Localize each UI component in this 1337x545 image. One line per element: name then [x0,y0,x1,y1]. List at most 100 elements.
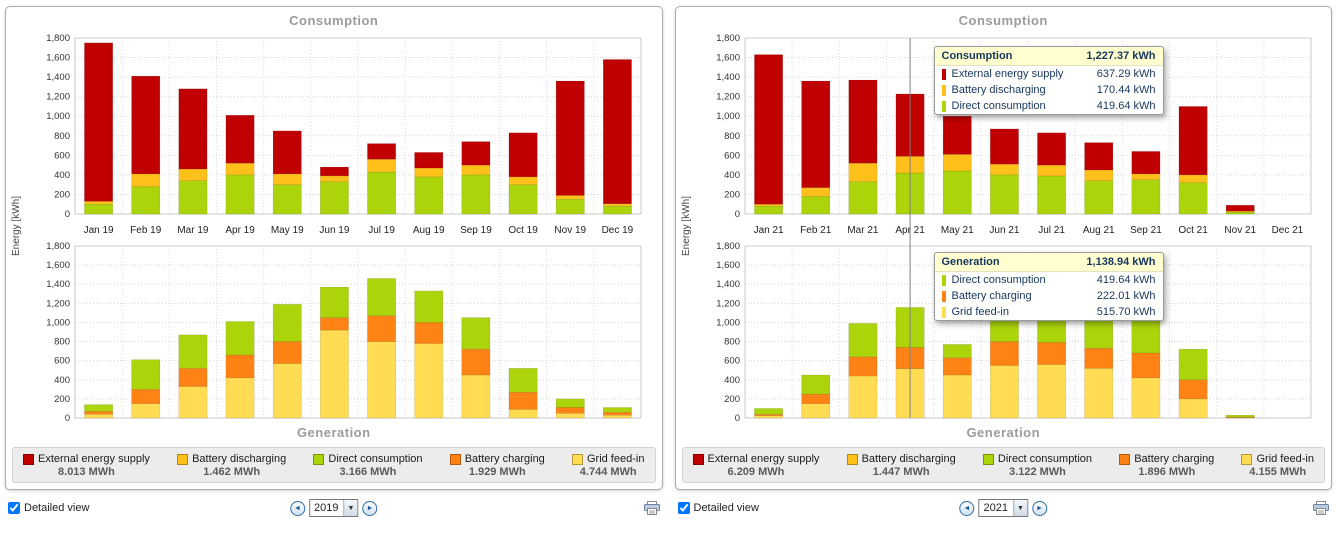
detailed-view-toggle[interactable]: Detailed view [8,502,89,514]
next-arrow-icon: ► [1036,504,1043,512]
svg-text:200: 200 [724,189,740,200]
tooltip-row-value: 419.64 kWh [1096,100,1156,112]
prev-year-button[interactable]: ◄ [959,500,975,516]
detailed-view-label: Detailed view [24,502,90,514]
svg-text:1,000: 1,000 [46,317,70,328]
legend-value: 1.929 MWh [468,466,526,478]
consumption-title: Consumption [289,13,379,28]
year-select[interactable]: 2021 ▼ [978,499,1028,517]
legend-item: External energy supply 6.209 MWh [692,453,819,478]
generation-title: Generation [966,425,1041,440]
legend-color-swatch [177,453,189,465]
svg-text:200: 200 [54,189,70,200]
svg-text:1,000: 1,000 [46,111,70,122]
tooltip-color-bar [941,84,946,96]
legend-label: Battery discharging [192,453,287,465]
next-arrow-icon: ► [366,504,374,512]
svg-text:600: 600 [724,150,740,161]
detailed-view-checkbox[interactable] [8,502,20,514]
tooltip-row-label: Battery charging [951,290,1032,302]
dropdown-arrow-icon: ▼ [1012,500,1027,516]
svg-text:Feb 21: Feb 21 [800,225,832,236]
bottom-bar-2021: Detailed view ◄ 2021 ▼ ► [675,495,1333,521]
legend-color-swatch [692,453,704,465]
svg-text:Dec 21: Dec 21 [1271,225,1303,236]
y-axis-label: Energy [kWh] [11,195,22,257]
svg-text:0: 0 [734,413,739,422]
svg-text:1,400: 1,400 [46,279,70,290]
panel-2019: Consumption Energy [kWh] 0 200 400 600 800 1,… [5,6,663,521]
consumption-generation-charts[interactable]: 0 200 400 600 800 1,000 1,200 1,400 1,600 1,800 0 2… [25,30,655,422]
legend-value: 1.447 MWh [872,466,930,478]
svg-text:Jan 21: Jan 21 [753,225,783,236]
tooltip-color-bar [941,274,946,286]
y-axis-label: Energy [kWh] [680,195,692,257]
svg-text:May 19: May 19 [271,225,304,236]
svg-text:Apr 19: Apr 19 [225,225,255,236]
legend-label: Grid feed-in [1256,453,1314,465]
svg-text:400: 400 [724,170,740,181]
detailed-view-checkbox[interactable] [677,502,690,514]
legend-item: Direct consumption 3.166 MWh [313,453,423,478]
legend-value: 8.013 MWh [58,466,115,478]
svg-text:Jul 21: Jul 21 [1038,225,1065,236]
legend-value: 3.122 MWh [1009,466,1066,478]
legend-item: Battery charging 1.929 MWh [449,453,545,478]
legend-value: 1.896 MWh [1138,466,1196,478]
prev-year-button[interactable]: ◄ [290,500,306,516]
legend-item: Battery discharging 1.447 MWh [846,453,956,478]
legend-color-swatch [1119,453,1131,465]
svg-text:1,800: 1,800 [46,33,70,44]
svg-text:Oct 19: Oct 19 [508,225,538,236]
svg-text:Sep 21: Sep 21 [1130,225,1162,236]
svg-text:400: 400 [54,375,70,386]
next-year-button[interactable]: ► [362,500,378,516]
consumption-title: Consumption [958,13,1048,28]
svg-text:400: 400 [54,170,70,181]
svg-text:1,800: 1,800 [716,33,740,44]
tooltip-row: External energy supply 637.29 kWh [935,66,1163,82]
generation-title: Generation [296,425,371,440]
detailed-view-toggle[interactable]: Detailed view [677,502,759,514]
svg-text:May 21: May 21 [940,225,973,236]
print-button[interactable] [1313,501,1329,515]
svg-text:1,600: 1,600 [716,260,740,271]
svg-text:Nov 21: Nov 21 [1224,225,1256,236]
legend-color-swatch [1241,453,1253,465]
legend-item: Battery discharging 1.462 MWh [177,453,286,478]
legend-label: Battery charging [464,453,545,465]
tooltip-row-label: Direct consumption [951,100,1046,112]
svg-text:600: 600 [54,356,70,367]
svg-text:Jan 19: Jan 19 [84,225,114,236]
svg-text:1,800: 1,800 [716,241,740,252]
chart-widget-2021: Consumption Energy [kWh] 0 200 400 600 800 1,… [674,6,1332,490]
svg-text:1,600: 1,600 [46,260,70,271]
tooltip-row-value: 170.44 kWh [1096,84,1156,96]
legend-item: External energy supply 8.013 MWh [23,453,150,478]
print-button[interactable] [643,501,660,515]
svg-text:1,000: 1,000 [716,111,740,122]
tooltip-row-label: Battery discharging [951,84,1046,96]
consumption-tooltip: Consumption 1,227.37 kWh External energy… [933,46,1164,115]
legend-value: 3.166 MWh [339,466,397,478]
svg-text:Jun 19: Jun 19 [319,225,349,236]
year-nav: ◄ 2019 ▼ ► [290,499,378,517]
svg-text:1,600: 1,600 [46,53,70,64]
svg-text:800: 800 [54,131,70,142]
year-select[interactable]: 2019 ▼ [309,499,359,517]
next-year-button[interactable]: ► [1031,500,1047,516]
chart-area-2019: Energy [kWh] 0 200 400 600 800 1,000 1,200 1,40… [11,30,656,422]
prev-arrow-icon: ◄ [963,504,971,512]
legend-label: Battery discharging [861,453,956,465]
tooltip-total: 1,227.37 kWh [1086,50,1156,62]
svg-text:Nov 19: Nov 19 [554,225,586,236]
legend-item: Grid feed-in 4.155 MWh [1241,453,1314,478]
svg-text:Feb 19: Feb 19 [130,225,162,236]
tooltip-row-value: 419.64 kWh [1096,274,1156,286]
svg-text:1,600: 1,600 [716,53,740,64]
svg-text:1,200: 1,200 [716,298,740,309]
dropdown-arrow-icon: ▼ [343,500,358,516]
svg-text:1,400: 1,400 [716,279,740,290]
svg-text:800: 800 [54,337,70,348]
tooltip-row: Battery charging 222.01 kWh [935,288,1163,304]
